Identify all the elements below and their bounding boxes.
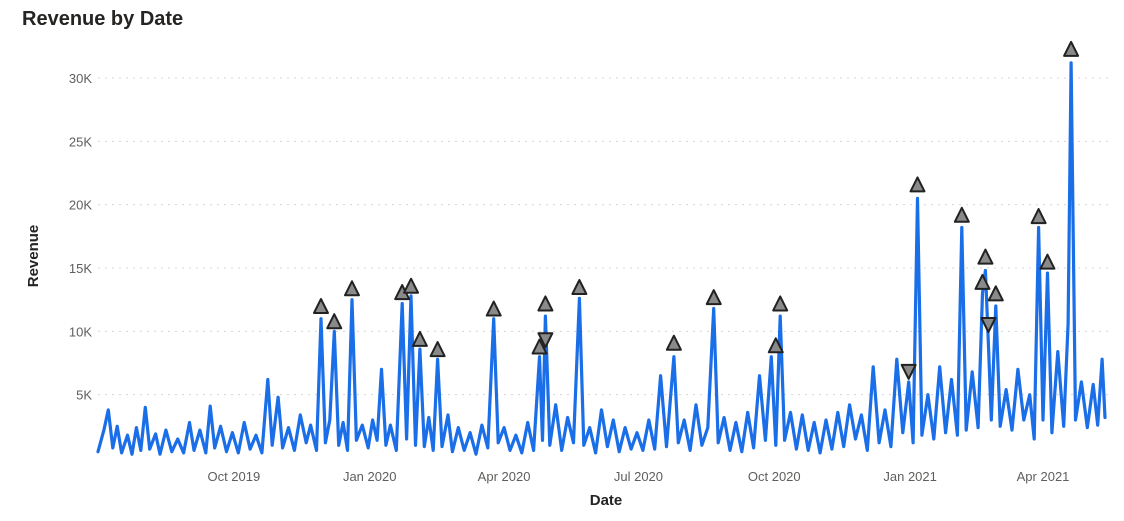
x-axis-label: Date: [590, 492, 623, 509]
anomaly-marker-up[interactable]: [953, 206, 970, 223]
x-axis-ticks: Oct 2019 Jan 2020 Apr 2020 Jul 2020 Oct 2020…: [207, 469, 1069, 484]
y-tick-label: 30K: [69, 71, 92, 86]
anomaly-marker-up[interactable]: [772, 295, 789, 312]
anomaly-marker-up[interactable]: [1063, 40, 1080, 57]
anomaly-marker-up[interactable]: [312, 298, 329, 314]
anomaly-marker-up[interactable]: [974, 273, 991, 290]
y-tick-label: 15K: [69, 261, 92, 276]
anomaly-marker-up[interactable]: [909, 176, 926, 193]
y-tick-label: 25K: [69, 134, 92, 149]
anomaly-marker-down[interactable]: [900, 363, 917, 380]
y-axis-label: Revenue: [25, 225, 42, 288]
anomaly-marker-down[interactable]: [537, 332, 554, 349]
anomaly-marker-down[interactable]: [980, 317, 997, 333]
y-tick-label: 5K: [76, 388, 92, 403]
x-tick-label: Apr 2021: [1017, 469, 1070, 484]
x-tick-label: Apr 2020: [478, 469, 531, 484]
anomaly-marker-up[interactable]: [987, 285, 1004, 302]
x-tick-label: Jan 2020: [343, 469, 397, 484]
anomaly-marker-up[interactable]: [537, 295, 554, 312]
anomaly-marker-up[interactable]: [1039, 253, 1056, 270]
anomaly-marker-up[interactable]: [326, 313, 343, 330]
anomaly-marker-up[interactable]: [665, 334, 682, 351]
gridlines: [98, 77, 1108, 396]
anomaly-marker-up[interactable]: [705, 289, 722, 306]
y-tick-label: 20K: [69, 198, 92, 213]
anomaly-marker-up[interactable]: [411, 330, 428, 347]
anomaly-marker-up[interactable]: [767, 337, 784, 354]
anomaly-marker-up[interactable]: [403, 277, 420, 294]
revenue-series[interactable]: [96, 61, 1107, 456]
anomaly-marker-up[interactable]: [1030, 208, 1047, 225]
anomaly-marker-up[interactable]: [531, 338, 548, 355]
x-tick-label: Oct 2020: [748, 469, 801, 484]
chart-title: Revenue by Date: [22, 8, 184, 30]
y-axis-ticks: 5K 10K 15K 20K 25K 30K: [69, 71, 92, 403]
revenue-line[interactable]: [96, 61, 1107, 456]
x-tick-label: Jan 2021: [883, 469, 937, 484]
anomaly-marker-up[interactable]: [485, 300, 502, 317]
anomaly-markers[interactable]: [312, 40, 1080, 380]
x-tick-label: Oct 2019: [207, 469, 260, 484]
x-tick-label: Jul 2020: [614, 469, 663, 484]
anomaly-marker-up[interactable]: [343, 280, 360, 297]
anomaly-marker-up[interactable]: [977, 248, 994, 265]
anomaly-marker-up[interactable]: [429, 341, 446, 358]
anomaly-marker-up[interactable]: [571, 279, 588, 295]
y-tick-label: 10K: [69, 324, 92, 339]
